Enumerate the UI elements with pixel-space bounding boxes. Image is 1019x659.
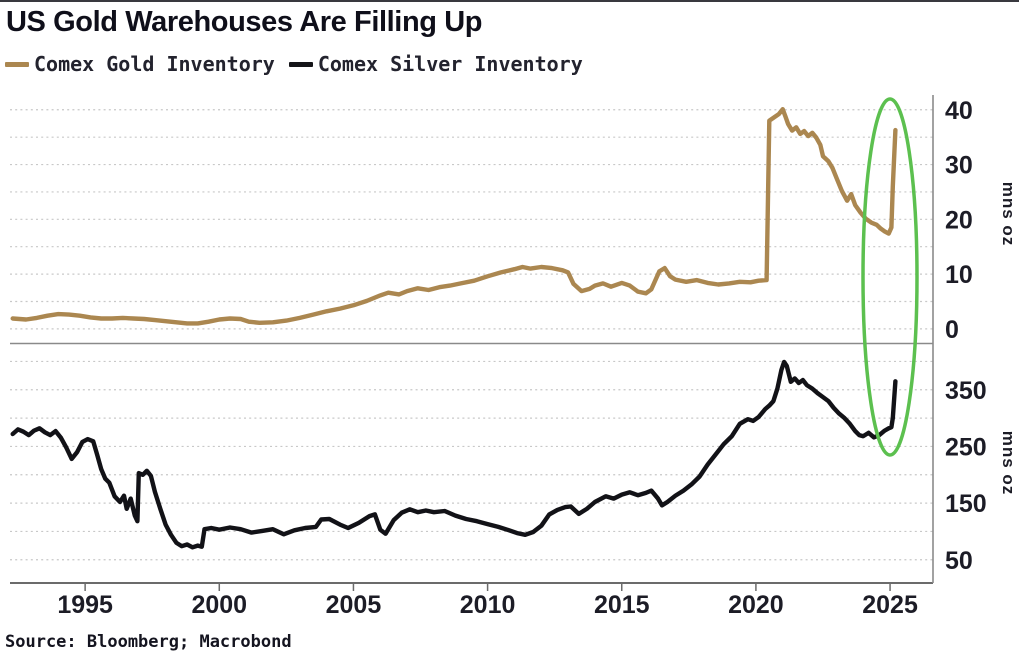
legend-swatch-silver-icon	[288, 61, 313, 67]
x-tick-label: 2000	[191, 591, 247, 619]
top-border	[0, 0, 1019, 2]
y-tick-label: 150	[945, 490, 987, 518]
y-tick-label: 0	[945, 316, 959, 344]
y-tick-label: 10	[945, 261, 973, 289]
y-axis-unit-silver: mns oz	[999, 430, 1018, 496]
source-text: Source: Bloomberg; Macrobond	[5, 632, 292, 652]
x-tick-label: 2010	[460, 591, 516, 619]
legend-label-silver: Comex Silver Inventory	[317, 52, 583, 76]
chart-title: US Gold Warehouses Are Filling Up	[6, 6, 483, 38]
x-tick-label: 2005	[326, 591, 382, 619]
x-tick-label: 2020	[728, 591, 784, 619]
x-tick-label: 2015	[594, 591, 650, 619]
legend-swatch-gold-icon	[5, 61, 29, 67]
y-axis-unit-gold: mns oz	[999, 181, 1018, 247]
highlight-ellipse	[861, 97, 919, 457]
legend-item-gold: Comex Gold Inventory	[5, 52, 275, 76]
series-line-gold	[10, 106, 898, 326]
x-tick-label: 1995	[57, 591, 113, 619]
y-tick-label: 20	[945, 206, 973, 234]
legend-item-silver: Comex Silver Inventory	[288, 52, 583, 76]
y-tick-label: 250	[945, 433, 987, 461]
y-tick-label: 40	[945, 97, 973, 125]
y-tick-label: 30	[945, 152, 973, 180]
series-line-silver	[10, 359, 898, 550]
x-tick-label: 2025	[862, 591, 918, 619]
y-tick-label: 350	[945, 377, 987, 405]
y-tick-label: 50	[945, 547, 973, 575]
legend-label-gold: Comex Gold Inventory	[34, 52, 275, 76]
legend: Comex Gold Inventory Comex Silver Invent…	[5, 52, 583, 76]
